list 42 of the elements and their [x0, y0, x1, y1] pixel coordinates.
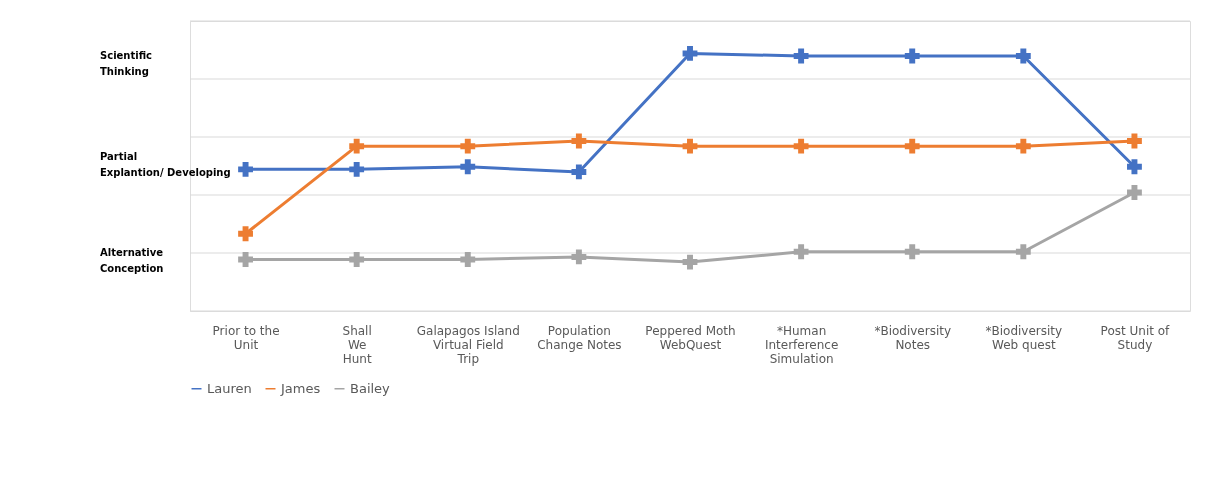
point [571, 164, 587, 180]
x-tick-label: Prior to the Unit [212, 323, 280, 352]
point [1127, 185, 1142, 200]
point [349, 138, 365, 154]
point [904, 138, 920, 154]
text: Scientific Thinking [100, 49, 153, 77]
legend-label: Lauren [207, 380, 252, 396]
point [1127, 133, 1142, 149]
x-tick-label: *Biodiversity Web quest [985, 323, 1063, 352]
point [571, 133, 587, 149]
annotation: Partial Explantion/ Developing [100, 151, 231, 179]
point [904, 244, 920, 260]
point [793, 244, 809, 260]
x-tick-label: Galapagos Island Virtual Field Trip [416, 323, 520, 366]
point [349, 252, 365, 267]
point [460, 138, 476, 154]
point [460, 159, 476, 175]
x-tick-label: *Human Interference Simulation [764, 323, 839, 366]
point [682, 138, 698, 154]
point [1127, 159, 1142, 175]
point [349, 161, 365, 177]
point [682, 46, 698, 61]
point [571, 249, 587, 265]
x-tick-label: *Biodiversity Notes [874, 323, 952, 352]
point [1015, 244, 1031, 260]
legend-label: Bailey [350, 380, 391, 396]
point [904, 48, 920, 64]
legend-label: James [280, 380, 321, 396]
point [793, 48, 809, 64]
point [682, 254, 698, 270]
point [793, 138, 809, 154]
x-tick-label: Peppered Moth WebQuest [645, 323, 736, 352]
point [238, 252, 253, 267]
point [1015, 48, 1031, 64]
point [1015, 138, 1031, 154]
text: Alternative Conception [100, 247, 164, 274]
x-tick-label: Shall We Hunt [342, 323, 372, 366]
point [238, 161, 253, 177]
point [460, 252, 476, 267]
point [238, 226, 253, 242]
x-tick-label: Post Unit of Study [1100, 323, 1171, 352]
x-tick-label: Population Change Notes [537, 323, 622, 352]
